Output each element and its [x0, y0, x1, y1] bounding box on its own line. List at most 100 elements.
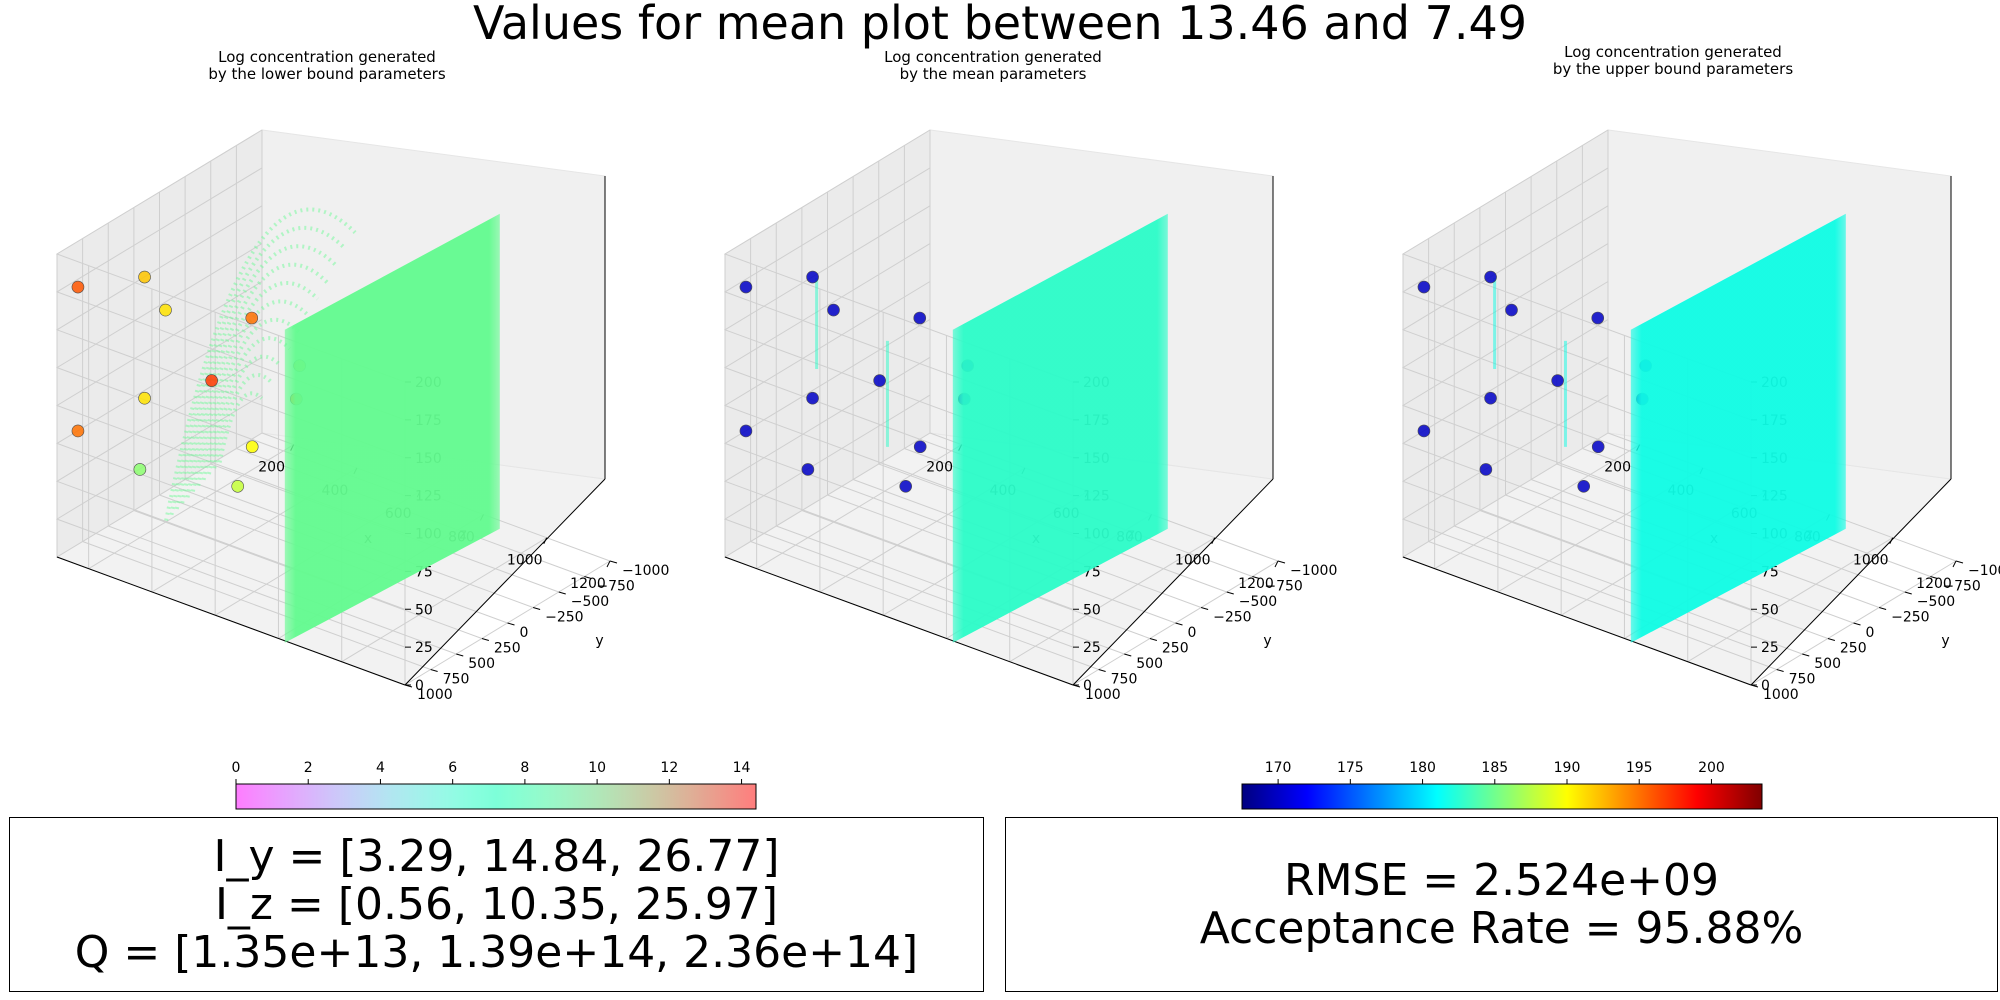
colorbar-tick-label: 195 — [1626, 760, 1653, 776]
x-tick-label: 1200 — [1916, 576, 1952, 592]
y-tick-label: 250 — [1162, 641, 1189, 657]
y-tick — [1930, 576, 1938, 579]
y-gridline — [750, 541, 1099, 670]
x-tick — [606, 560, 611, 568]
data-point — [231, 479, 245, 493]
colorbar-tick-label: 12 — [660, 760, 678, 776]
data-point — [806, 391, 819, 405]
y-tick — [430, 669, 438, 672]
colorbar-tick-label: 10 — [588, 760, 606, 776]
colorbar-tick-label: 200 — [1698, 760, 1725, 776]
colorbar-bar — [235, 783, 757, 810]
x-tick — [1952, 560, 1957, 568]
data-point — [133, 463, 147, 476]
data-point — [1479, 463, 1493, 476]
data-point — [739, 280, 753, 294]
y-gridline — [82, 541, 431, 670]
y-tick — [609, 560, 618, 564]
x-axis-line — [1402, 556, 1752, 686]
data-point — [245, 311, 259, 325]
data-point — [801, 463, 815, 476]
y-axis-label: y — [1263, 633, 1271, 649]
y-tick-label: 750 — [1111, 672, 1138, 688]
colorbar-tick-label: 2 — [304, 760, 313, 776]
arc-trace — [185, 281, 320, 498]
data-point — [1417, 424, 1431, 438]
z-tick-label: 25 — [1083, 640, 1101, 656]
y-tick — [1252, 576, 1260, 579]
data-point — [71, 424, 85, 438]
y-tick — [456, 653, 464, 657]
colorbar-bar — [1241, 783, 1763, 810]
y-tick — [584, 576, 592, 579]
colorbar-tick-label: 170 — [1265, 760, 1292, 776]
y-tick-label: −250 — [1891, 610, 1929, 626]
y-tick — [532, 607, 541, 610]
z-tick-label: 25 — [1761, 640, 1779, 656]
y-tick-label: −1000 — [1290, 563, 1337, 579]
y-gridline — [1428, 541, 1777, 670]
x-axis-line — [724, 556, 1074, 686]
acceptance-rate-text: Acceptance Rate = 95.88% — [1199, 902, 1804, 954]
colorbar-tick-label: 175 — [1337, 760, 1364, 776]
x-tick-label: 200 — [1604, 460, 1631, 476]
arc-trace — [196, 317, 301, 487]
x-axis-line — [56, 556, 406, 686]
y-gridline — [108, 525, 457, 655]
data-point — [205, 374, 218, 387]
data-point — [899, 479, 913, 493]
data-point — [873, 374, 886, 387]
y-tick — [1776, 669, 1784, 672]
data-point — [138, 270, 151, 284]
y-axis-line — [1750, 478, 1952, 686]
colorbar-tick-label: 0 — [232, 760, 241, 776]
colorbar-tick-label: 180 — [1409, 760, 1436, 776]
y-tick-label: −750 — [1942, 579, 1980, 595]
y-gridline — [776, 525, 1125, 655]
y-tick — [1853, 622, 1861, 626]
y-tick-label: 500 — [1136, 656, 1163, 672]
data-point — [1591, 440, 1605, 454]
colorbar-tick-label: 190 — [1554, 760, 1581, 776]
x-tick-label: 1000 — [507, 553, 543, 569]
data-point — [1484, 270, 1497, 284]
data-point — [913, 440, 927, 454]
z-tick-label: 50 — [415, 602, 433, 618]
iy-interval-text: I_y = [3.29, 14.84, 26.77] — [213, 830, 780, 882]
y-tick-label: −250 — [545, 610, 583, 626]
y-tick — [1827, 638, 1836, 641]
x-tick-label: 200 — [926, 460, 953, 476]
z-tick-label: 25 — [415, 640, 433, 656]
data-point — [159, 303, 172, 317]
subplot-title-line: by the upper bound parameters — [1553, 60, 1793, 78]
y-axis-label: y — [1941, 633, 1949, 649]
data-point — [739, 424, 753, 438]
subplot-title-line: by the mean parameters — [900, 65, 1087, 83]
data-point — [827, 303, 840, 317]
arc-trace — [174, 244, 338, 510]
y-tick — [1878, 607, 1887, 610]
y-tick-label: 1000 — [1763, 687, 1799, 703]
x-tick — [543, 537, 548, 544]
z-tick-label: 0 — [415, 678, 424, 694]
parameter-summary-box: I_y = [3.29, 14.84, 26.77] I_z = [0.56, … — [9, 817, 984, 992]
y-tick — [1098, 669, 1106, 672]
y-tick — [1802, 653, 1810, 657]
colorbar-tick-label: 14 — [733, 760, 751, 776]
concentration-sheet — [1630, 213, 1846, 643]
x-tick-label: 1000 — [1853, 553, 1889, 569]
y-tick-label: 0 — [520, 625, 529, 641]
y-tick-label: −1000 — [622, 563, 669, 579]
x-tick-label: 200 — [258, 460, 285, 476]
y-tick-label: 0 — [1866, 625, 1875, 641]
z-tick-label: 50 — [1083, 602, 1101, 618]
data-point — [138, 391, 151, 405]
y-tick — [1124, 653, 1132, 657]
colorbar-log-concentration: 0 2 4 6 8 10 12 14 — [232, 760, 757, 810]
subplot-title-line: by the lower bound parameters — [208, 65, 446, 83]
colorbar-tick-label: 8 — [520, 760, 529, 776]
x-tick — [1211, 537, 1216, 544]
